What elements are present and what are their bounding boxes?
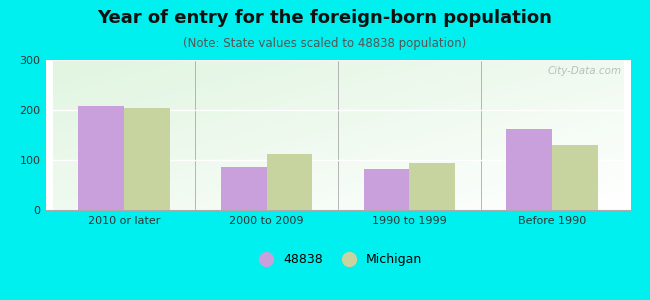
Bar <box>266 154 312 210</box>
Bar <box>124 107 170 210</box>
Text: City-Data.com: City-Data.com <box>547 66 621 76</box>
Bar <box>364 169 410 210</box>
Text: Year of entry for the foreign-born population: Year of entry for the foreign-born popul… <box>98 9 552 27</box>
Bar <box>506 128 552 210</box>
Text: (Note: State values scaled to 48838 population): (Note: State values scaled to 48838 popu… <box>183 38 467 50</box>
Bar <box>221 167 266 210</box>
Bar <box>410 163 455 210</box>
Bar <box>78 106 124 210</box>
Legend: 48838, Michigan: 48838, Michigan <box>249 248 427 271</box>
Bar <box>552 145 598 210</box>
